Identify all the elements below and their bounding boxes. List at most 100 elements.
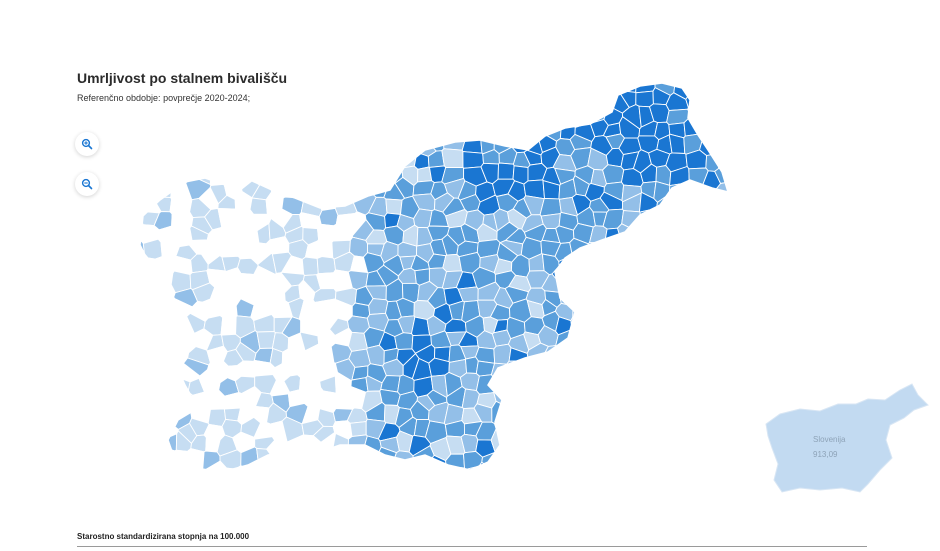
municipality-region[interactable] <box>524 393 546 412</box>
municipality-region[interactable] <box>654 435 674 454</box>
municipality-region[interactable] <box>223 91 243 111</box>
municipality-region[interactable] <box>335 164 355 184</box>
municipality-region[interactable] <box>604 358 626 377</box>
municipality-region[interactable] <box>686 349 706 370</box>
municipality-region[interactable] <box>367 168 388 182</box>
municipality-region[interactable] <box>441 148 464 168</box>
municipality-region[interactable] <box>700 362 724 380</box>
municipality-region[interactable] <box>480 104 498 122</box>
municipality-region[interactable] <box>429 118 453 138</box>
municipality-region[interactable] <box>718 211 757 233</box>
municipality-region[interactable] <box>111 394 142 413</box>
municipality-region[interactable] <box>717 135 755 159</box>
municipality-region[interactable] <box>142 163 162 183</box>
municipality-region[interactable] <box>717 58 761 103</box>
municipality-region[interactable] <box>587 312 607 333</box>
municipality-region[interactable] <box>300 168 319 186</box>
municipality-region[interactable] <box>312 464 339 503</box>
municipality-region[interactable] <box>111 416 145 437</box>
municipality-region[interactable] <box>607 243 630 263</box>
municipality-region[interactable] <box>683 387 702 409</box>
municipality-region[interactable] <box>249 152 269 170</box>
municipality-region[interactable] <box>686 225 710 245</box>
municipality-region[interactable] <box>105 363 145 379</box>
municipality-region[interactable] <box>641 451 661 474</box>
municipality-region[interactable] <box>139 136 158 154</box>
municipality-region[interactable] <box>104 129 145 149</box>
municipality-region[interactable] <box>648 270 670 290</box>
municipality-region[interactable] <box>346 136 370 154</box>
municipality-region[interactable] <box>616 57 639 93</box>
municipality-region[interactable] <box>703 213 720 230</box>
municipality-region[interactable] <box>105 115 147 136</box>
municipality-region[interactable] <box>599 326 620 349</box>
municipality-region[interactable] <box>667 449 687 472</box>
municipality-region[interactable] <box>142 330 163 350</box>
municipality-region[interactable] <box>719 194 759 224</box>
municipality-region[interactable] <box>507 465 528 507</box>
municipality-region[interactable] <box>606 371 625 391</box>
municipality-region[interactable] <box>399 105 413 125</box>
municipality-region[interactable] <box>687 102 708 122</box>
municipality-region[interactable] <box>711 460 753 500</box>
municipality-region[interactable] <box>588 467 621 507</box>
municipality-region[interactable] <box>626 406 646 429</box>
municipality-region[interactable] <box>492 90 515 106</box>
municipality-region[interactable] <box>155 406 178 424</box>
municipality-region[interactable] <box>414 60 436 98</box>
municipality-region[interactable] <box>668 407 690 425</box>
municipality-region[interactable] <box>621 452 643 472</box>
municipality-region[interactable] <box>376 462 400 485</box>
municipality-region[interactable] <box>635 90 654 108</box>
municipality-region[interactable] <box>590 90 613 108</box>
municipality-region[interactable] <box>235 465 260 509</box>
municipality-region[interactable] <box>550 361 574 381</box>
municipality-region[interactable] <box>687 286 707 308</box>
municipality-region[interactable] <box>701 118 724 141</box>
municipality-region[interactable] <box>619 391 637 413</box>
municipality-region[interactable] <box>655 253 671 274</box>
municipality-region[interactable] <box>142 181 160 201</box>
zoom-out-button[interactable] <box>75 172 99 196</box>
municipality-region[interactable] <box>597 53 626 94</box>
municipality-region[interactable] <box>270 167 293 184</box>
municipality-region[interactable] <box>588 386 611 407</box>
municipality-region[interactable] <box>634 424 654 442</box>
municipality-region[interactable] <box>392 450 415 474</box>
municipality-region[interactable] <box>602 164 625 185</box>
municipality-region[interactable] <box>497 162 515 180</box>
municipality-region[interactable] <box>103 227 143 245</box>
municipality-region[interactable] <box>718 323 757 347</box>
municipality-region[interactable] <box>142 462 168 502</box>
municipality-region[interactable] <box>701 286 719 307</box>
municipality-region[interactable] <box>489 54 519 93</box>
municipality-region[interactable] <box>316 256 336 275</box>
municipality-region[interactable] <box>621 466 653 508</box>
municipality-region[interactable] <box>286 89 304 112</box>
municipality-region[interactable] <box>634 373 652 392</box>
municipality-region[interactable] <box>591 62 610 93</box>
municipality-region[interactable] <box>556 454 576 472</box>
municipality-region[interactable] <box>666 238 690 255</box>
municipality-region[interactable] <box>396 462 424 505</box>
municipality-region[interactable] <box>572 435 592 456</box>
municipality-region[interactable] <box>650 210 670 231</box>
municipality-region[interactable] <box>619 436 639 456</box>
municipality-region[interactable] <box>716 288 745 305</box>
municipality-region[interactable] <box>621 371 636 393</box>
municipality-region[interactable] <box>464 118 480 138</box>
municipality-region[interactable] <box>409 104 430 125</box>
municipality-region[interactable] <box>284 106 304 126</box>
municipality-region[interactable] <box>301 256 319 276</box>
municipality-region[interactable] <box>525 378 544 399</box>
municipality-region[interactable] <box>186 120 206 141</box>
municipality-region[interactable] <box>620 238 641 259</box>
municipality-region[interactable] <box>103 146 143 167</box>
municipality-region[interactable] <box>175 464 195 489</box>
municipality-region[interactable] <box>638 345 657 362</box>
municipality-region[interactable] <box>635 58 656 94</box>
municipality-region[interactable] <box>450 120 470 143</box>
municipality-region[interactable] <box>495 446 517 470</box>
municipality-region[interactable] <box>444 54 474 95</box>
municipality-region[interactable] <box>495 374 518 392</box>
